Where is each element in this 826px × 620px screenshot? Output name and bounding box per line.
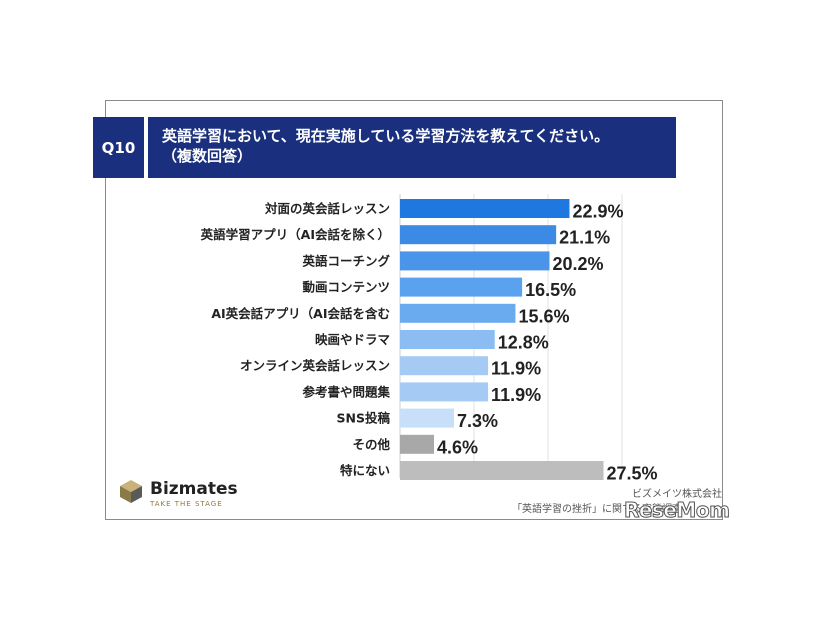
value-label-4: 16.5%: [525, 280, 576, 300]
value-label-5: 15.6%: [518, 306, 569, 326]
value-label-10: 4.6%: [437, 437, 478, 457]
value-label-2: 21.1%: [559, 228, 610, 248]
source-company: ビズメイツ株式会社: [632, 489, 722, 500]
question-title-line1: 英語学習において、現在実施している学習方法を教えてください。: [162, 127, 610, 145]
question-title: 英語学習において、現在実施している学習方法を教えてください。 （複数回答）: [148, 117, 676, 178]
bar-5: [400, 303, 516, 323]
bar-7: [400, 356, 489, 376]
value-label-8: 11.9%: [491, 385, 541, 405]
category-label-11: 特にない: [340, 463, 390, 478]
value-label-1: 22.9%: [572, 202, 623, 222]
category-label-9: SNS投稿: [337, 411, 391, 426]
value-label-7: 11.9%: [491, 359, 541, 379]
category-label-1: 対面の英会話レッスン: [264, 201, 390, 216]
bar-8: [400, 382, 489, 402]
category-label-10: その他: [352, 437, 390, 452]
value-label-3: 20.2%: [552, 254, 603, 274]
watermark: ReseMom: [623, 498, 730, 523]
value-label-9: 7.3%: [457, 411, 498, 431]
category-label-6: 映画やドラマ: [315, 332, 390, 347]
bizmates-logo-icon: [120, 480, 142, 503]
bar-4: [400, 277, 523, 297]
bar-9: [400, 408, 455, 428]
question-title-line2: （複数回答）: [162, 147, 253, 165]
value-label-6: 12.8%: [498, 333, 549, 353]
category-label-5: AI英会話アプリ（AI会話を含む: [211, 306, 390, 321]
value-label-11: 27.5%: [607, 464, 658, 484]
bar-1: [400, 199, 570, 218]
category-label-7: オンライン英会話レッスン: [240, 358, 390, 373]
bar-2: [400, 225, 557, 245]
category-label-4: 動画コンテンツ: [302, 280, 390, 295]
bar-6: [400, 330, 495, 349]
source-survey: 「英語学習の挫折」に関する実態調査: [512, 504, 682, 515]
category-label-2: 英語学習アプリ（AI会話を除く）: [201, 227, 390, 242]
bar-3: [400, 251, 550, 271]
category-label-8: 参考書や問題集: [302, 384, 390, 399]
brand-name: Bizmates: [150, 479, 238, 499]
brand-tagline: TAKE THE STAGE: [150, 500, 223, 508]
bar-11: [400, 461, 604, 480]
question-badge: Q10: [93, 117, 144, 178]
category-label-3: 英語コーチング: [302, 253, 390, 268]
bar-10: [400, 434, 435, 454]
